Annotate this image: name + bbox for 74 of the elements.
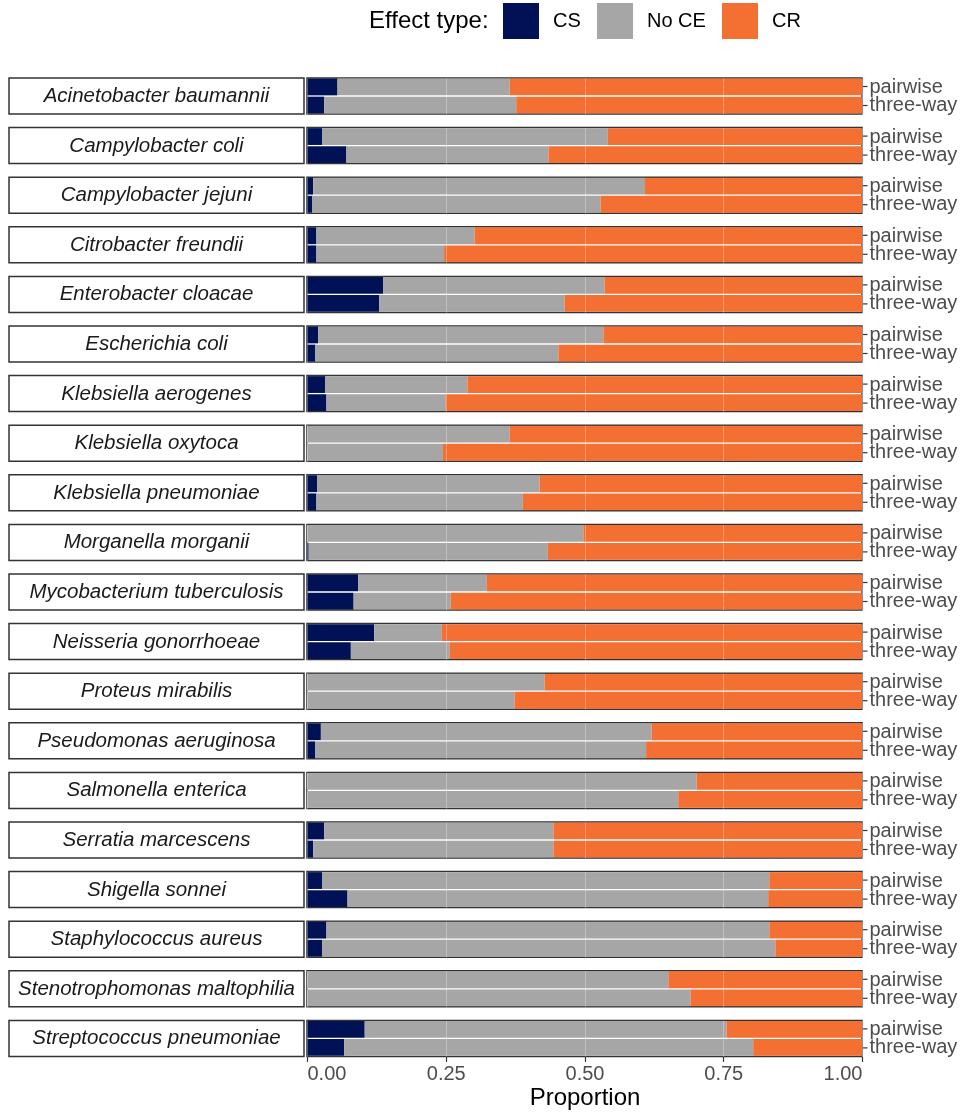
chart-title: Serratia marcescens [62,827,251,850]
chart-title: Staphylococcus aureus [50,926,263,950]
y-tick-label: pairwise [869,1017,943,1040]
x-tick-label: 0.00 [307,1061,347,1084]
chart-title: Campylobacter jejuni [60,182,254,206]
bar [558,344,862,362]
bar [486,574,862,592]
y-tick-label: pairwise [869,223,943,246]
y-tick-label: pairwise [869,918,943,941]
bar [307,592,354,610]
bar [307,78,338,96]
chart-title: Enterobacter cloacae [59,281,254,305]
chart-title: Morganella morganii [63,529,251,553]
bar [307,344,316,362]
y-tick-label: pairwise [869,273,943,296]
legend-title: Effect type: [369,6,489,33]
y-tick-label: pairwise [869,74,943,97]
chart-title: Streptococcus pneumoniae [32,1025,281,1049]
y-tick-label: pairwise [869,174,943,197]
x-tick-label: 0.75 [704,1061,744,1084]
bar [337,78,510,96]
bar [324,822,554,840]
chart-title: Citrobacter freundii [69,231,245,255]
chart-title: Klebsiella oxytoca [74,430,239,454]
legend-label: CS [553,9,581,31]
bar [553,840,862,858]
bar [313,840,554,858]
y-tick-label: pairwise [869,422,943,445]
bar [307,96,325,114]
bar [307,822,325,840]
chart-title: Pseudomonas aeruginosa [37,727,276,751]
chart-title: Acinetobacter baumannii [41,83,271,106]
bar [450,592,862,610]
y-tick-label: pairwise [869,570,943,593]
y-tick-label: pairwise [869,769,943,792]
bar [307,326,319,344]
y-tick-label: pairwise [869,372,943,395]
y-tick-label: pairwise [869,322,943,345]
chart-title: Stenotrophomonas maltophilia [18,975,295,999]
chart-title: Klebsiella aerogenes [61,380,252,404]
bar [318,326,604,344]
y-tick-label: pairwise [869,471,943,494]
y-tick-label: pairwise [869,967,943,990]
y-tick-label: pairwise [869,818,943,841]
y-tick-label: pairwise [869,124,943,147]
chart-title: Neisseria gonorrhoeae [52,628,261,652]
chart-title: Shigella sonnei [86,876,228,900]
chart-title: Proteus mirabilis [80,678,233,702]
bar [353,592,451,610]
chart-title: Campylobacter coli [69,132,246,156]
bar [516,96,862,114]
bar [358,574,487,592]
y-tick-label: pairwise [869,719,943,742]
legend-label: CR [772,9,801,31]
y-tick-label: pairwise [869,670,943,693]
x-tick-label: 1.00 [823,1061,863,1084]
chart-title: Escherichia coli [85,331,230,354]
chart-title: Mycobacterium tuberculosis [29,579,284,602]
bar [307,574,359,592]
bar [509,78,862,96]
bar [315,344,559,362]
x-tick-label: 0.50 [565,1061,605,1084]
legend-label: No CE [647,9,706,31]
bar [307,840,314,858]
chart-title: Klebsiella pneumoniae [53,479,260,503]
x-axis-title: Proportion [529,1082,641,1110]
bar [553,822,862,840]
bar [324,96,517,114]
y-tick-label: pairwise [869,620,943,643]
chart-title: Salmonella enterica [66,777,247,801]
y-tick-label: pairwise [869,868,943,891]
y-tick-label: pairwise [869,521,943,544]
bar [603,326,862,344]
x-tick-label: 0.25 [426,1061,466,1084]
